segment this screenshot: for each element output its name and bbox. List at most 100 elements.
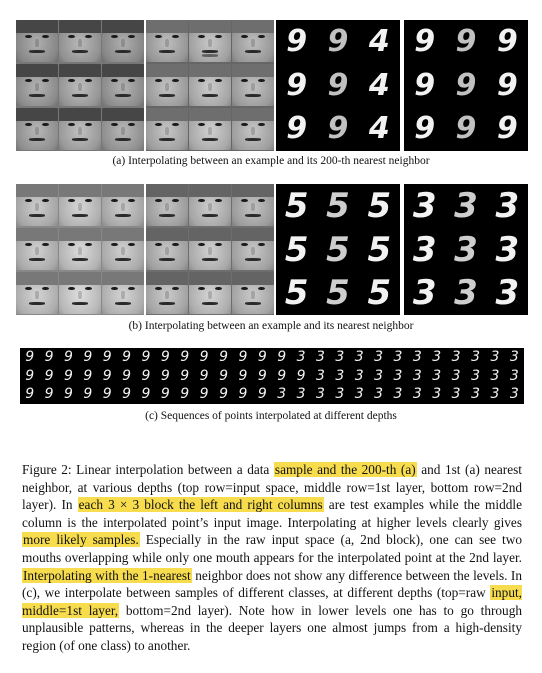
highlighted-text: sample and the 200-th (a) bbox=[273, 462, 417, 477]
sequence-digit: 3 bbox=[393, 386, 403, 403]
face-image bbox=[189, 228, 231, 270]
sequence-digit: 9 bbox=[25, 386, 35, 403]
caption-a: (a) Interpolating between an example and… bbox=[112, 155, 430, 167]
sequence-digit: 3 bbox=[490, 386, 500, 403]
sequence-digit: 3 bbox=[374, 349, 384, 365]
sequence-digit: 9 bbox=[122, 367, 132, 384]
face-image bbox=[16, 272, 58, 314]
face-image bbox=[102, 64, 144, 106]
face-image bbox=[232, 228, 274, 270]
sequence-digit: 9 bbox=[257, 386, 267, 403]
sequence-digit: 3 bbox=[374, 386, 384, 403]
sequence-digit: 3 bbox=[451, 367, 461, 384]
face-block-b2 bbox=[146, 184, 274, 315]
digit-glyph: 5 bbox=[326, 185, 350, 226]
digit-glyph: 5 bbox=[326, 273, 350, 314]
sequence-digit: 3 bbox=[490, 349, 500, 365]
digit-glyph: 3 bbox=[495, 273, 520, 314]
face-image bbox=[232, 184, 274, 226]
sequence-digit: 3 bbox=[335, 386, 345, 403]
sequence-digit: 9 bbox=[141, 349, 151, 365]
sequence-digit: 9 bbox=[199, 386, 209, 403]
sequence-digit: 9 bbox=[180, 367, 190, 384]
caption-text-segment: neighbor does not show any difference be… bbox=[22, 567, 523, 601]
sequence-digit: 9 bbox=[25, 367, 35, 384]
sequence-digit: 3 bbox=[471, 386, 480, 403]
sequence-digit: 3 bbox=[335, 349, 345, 365]
sequence-digit: 3 bbox=[432, 349, 442, 365]
sequence-digit: 9 bbox=[257, 367, 267, 384]
sequence-digit: 9 bbox=[277, 349, 287, 365]
sequence-digit: 3 bbox=[451, 349, 461, 365]
face-image bbox=[146, 272, 188, 314]
digit-glyph: 3 bbox=[495, 229, 520, 270]
caption-c: (c) Sequences of points interpolated at … bbox=[145, 410, 397, 422]
digit-glyph: 4 bbox=[368, 23, 390, 59]
digit-glyph: 9 bbox=[414, 111, 436, 147]
sequence-digit: 9 bbox=[25, 349, 35, 365]
digit-glyph: 9 bbox=[455, 111, 477, 147]
digit-glyph: 9 bbox=[327, 111, 349, 147]
face-image bbox=[102, 108, 144, 150]
sequence-digit: 9 bbox=[238, 386, 248, 403]
digit-glyph: 9 bbox=[327, 67, 349, 103]
face-image bbox=[102, 184, 144, 226]
digit-glyph: 5 bbox=[367, 229, 392, 270]
digit-glyph: 9 bbox=[414, 67, 436, 103]
digit-glyph: 3 bbox=[454, 229, 478, 270]
face-image bbox=[146, 228, 188, 270]
digit-glyph: 9 bbox=[327, 23, 349, 59]
digit-glyph: 3 bbox=[412, 185, 437, 226]
sequence-digit: 3 bbox=[277, 386, 287, 403]
sequence-digit: 9 bbox=[199, 367, 209, 384]
digit-glyph: 9 bbox=[455, 67, 477, 103]
face-image bbox=[16, 64, 58, 106]
caption-text-segment: Especially in the raw input space (a, 2n… bbox=[22, 532, 522, 565]
sequence-digit: 9 bbox=[141, 386, 151, 403]
digit-glyph: 3 bbox=[454, 273, 478, 314]
sequence-digit: 3 bbox=[354, 367, 364, 384]
face-image bbox=[59, 272, 101, 314]
sequence-digit: 9 bbox=[160, 367, 170, 384]
sequence-digit: 3 bbox=[471, 349, 480, 365]
digit-glyph: 9 bbox=[496, 111, 518, 147]
sequence-digit: 3 bbox=[393, 349, 403, 365]
digit-glyph: 5 bbox=[326, 229, 350, 270]
digit-glyph: 9 bbox=[414, 23, 436, 59]
sequence-digit: 9 bbox=[83, 349, 93, 365]
sequence-digit: 9 bbox=[63, 349, 73, 365]
face-block-b1 bbox=[16, 184, 144, 315]
sequence-digit: 3 bbox=[432, 386, 442, 403]
face-image bbox=[102, 272, 144, 314]
digit-glyph: 5 bbox=[284, 185, 309, 226]
sequence-digit: 9 bbox=[63, 367, 73, 384]
sequence-digit: 3 bbox=[393, 367, 403, 384]
digit-glyph: 4 bbox=[368, 67, 390, 103]
caption-text-segment: are test examples while the middle colum… bbox=[22, 497, 522, 530]
sequence-digit: 3 bbox=[509, 386, 519, 403]
face-image bbox=[232, 20, 274, 62]
sequence-digit: 3 bbox=[509, 367, 519, 384]
sequence-digit: 9 bbox=[219, 349, 228, 365]
sequence-digit: 3 bbox=[451, 386, 461, 403]
face-image bbox=[16, 20, 58, 62]
digit-glyph: 5 bbox=[284, 229, 309, 270]
digit-glyph: 9 bbox=[286, 67, 308, 103]
sequence-digit: 9 bbox=[180, 386, 190, 403]
caption-text-segment: bottom=2nd layer). Note how in lower lev… bbox=[22, 602, 522, 653]
sequence-digit: 3 bbox=[509, 349, 519, 365]
sequence-digit: 9 bbox=[122, 386, 132, 403]
sequence-digit: 3 bbox=[296, 349, 306, 365]
digit-glyph: 5 bbox=[284, 273, 309, 314]
face-image bbox=[102, 228, 144, 270]
digit-glyph: 9 bbox=[496, 67, 518, 103]
sequence-digit: 3 bbox=[296, 386, 306, 403]
digit-glyph: 5 bbox=[367, 273, 392, 314]
sequence-digit: 3 bbox=[412, 367, 422, 384]
sequence-digit: 3 bbox=[412, 386, 422, 403]
sequence-digit: 9 bbox=[160, 386, 170, 403]
